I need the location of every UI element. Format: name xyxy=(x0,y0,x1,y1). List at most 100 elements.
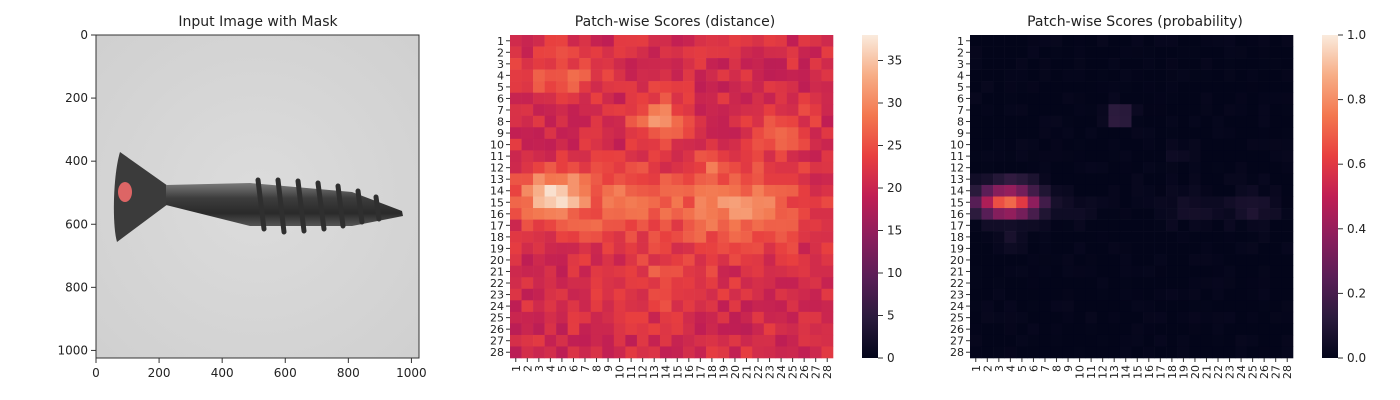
heatmap-cell xyxy=(1177,311,1190,324)
heatmap-cell xyxy=(729,161,742,174)
heatmap-cell xyxy=(636,242,649,255)
heatmap-cell xyxy=(809,104,822,117)
col-tick-label: 7 xyxy=(1039,365,1052,372)
heatmap-cell xyxy=(659,242,672,255)
heatmap-distance-col-labels: 1234567891011121314151617181920212223242… xyxy=(510,358,834,379)
heatmap-cell xyxy=(590,277,603,290)
heatmap-cell xyxy=(981,277,994,290)
heatmap-cell xyxy=(752,184,765,197)
heatmap-cell xyxy=(798,127,811,140)
heatmap-cell xyxy=(1189,173,1202,186)
heatmap-cell xyxy=(706,184,718,197)
heatmap-cell xyxy=(602,115,615,128)
heatmap-cell xyxy=(636,127,649,140)
heatmap-cell xyxy=(1200,311,1213,324)
heatmap-cell xyxy=(533,127,545,140)
heatmap-cell xyxy=(775,81,788,93)
heatmap-cell xyxy=(821,104,834,117)
heatmap-cell xyxy=(821,242,834,255)
heatmap-cell xyxy=(1200,196,1213,209)
heatmap-cell xyxy=(1154,334,1167,347)
heatmap-cell xyxy=(671,35,684,47)
heatmap-cell xyxy=(763,46,776,59)
heatmap-cell xyxy=(706,35,718,47)
heatmap-cell xyxy=(567,104,580,117)
heatmap-cell xyxy=(1039,173,1052,186)
heatmap-cell xyxy=(1131,288,1144,301)
heatmap-cell xyxy=(1096,184,1109,197)
heatmap-cell xyxy=(1085,104,1098,117)
heatmap-cell xyxy=(1108,150,1121,163)
col-tick-label: 26 xyxy=(798,365,811,379)
heatmap-cell xyxy=(821,46,834,59)
heatmap-cell xyxy=(763,69,776,82)
heatmap-cell xyxy=(729,288,742,301)
heatmap-cell xyxy=(590,58,603,70)
heatmap-cell xyxy=(1039,219,1052,232)
col-tick-label: 11 xyxy=(625,365,638,379)
heatmap-cell xyxy=(1166,161,1178,174)
heatmap-cell xyxy=(648,334,661,347)
heatmap-cell xyxy=(1096,92,1109,105)
heatmap-cell xyxy=(821,219,834,232)
heatmap-cell xyxy=(1131,219,1144,232)
heatmap-cell xyxy=(683,81,695,93)
heatmap-cell xyxy=(1143,334,1155,347)
heatmap-cell xyxy=(1269,196,1282,209)
heatmap-cell xyxy=(763,219,776,232)
heatmap-distance-row-labels: 1234567891011121314151617181920212223242… xyxy=(490,35,510,359)
heatmap-cell xyxy=(1246,231,1259,243)
heatmap-cell xyxy=(1143,265,1155,278)
col-tick-label: 11 xyxy=(1085,365,1098,379)
heatmap-cell xyxy=(636,300,649,313)
heatmap-cell xyxy=(1235,323,1248,336)
heatmap-cell xyxy=(636,334,649,347)
heatmap-cell xyxy=(740,92,753,105)
heatmap-cell xyxy=(556,104,568,117)
heatmap-cell xyxy=(1050,231,1063,243)
col-tick-label: 21 xyxy=(740,365,753,379)
heatmap-cell xyxy=(579,277,592,290)
heatmap-cell xyxy=(567,115,580,128)
heatmap-cell xyxy=(1108,196,1121,209)
heatmap-cell xyxy=(1073,35,1086,47)
heatmap-cell xyxy=(1258,219,1271,232)
heatmap-cell xyxy=(1154,219,1167,232)
heatmap-cell xyxy=(1281,138,1294,151)
heatmap-cell xyxy=(579,58,592,70)
heatmap-cell xyxy=(1050,323,1063,336)
heatmap-cell xyxy=(1189,58,1202,70)
heatmap-cell xyxy=(1004,115,1017,128)
heatmap-cell xyxy=(694,254,707,267)
heatmap-cell xyxy=(1143,150,1155,163)
heatmap-cell xyxy=(1200,300,1213,313)
heatmap-cell xyxy=(590,161,603,174)
heatmap-cell xyxy=(786,92,799,105)
heatmap-cell xyxy=(590,219,603,232)
heatmap-cell xyxy=(740,35,753,47)
heatmap-cell xyxy=(706,311,718,324)
heatmap-cell xyxy=(613,184,626,197)
heatmap-cell xyxy=(521,231,534,243)
heatmap-cell xyxy=(981,115,994,128)
col-tick-label: 28 xyxy=(1281,365,1294,379)
heatmap-cell xyxy=(1246,115,1259,128)
heatmap-cell xyxy=(544,46,557,59)
heatmap-cell xyxy=(579,334,592,347)
heatmap-cell xyxy=(602,173,615,186)
heatmap-cell xyxy=(659,104,672,117)
heatmap-cell xyxy=(740,208,753,220)
heatmap-cell xyxy=(1189,184,1202,197)
heatmap-cell xyxy=(1258,69,1271,82)
heatmap-cell xyxy=(993,115,1005,128)
heatmap-cell xyxy=(740,115,753,128)
heatmap-cell xyxy=(533,115,545,128)
heatmap-cell xyxy=(648,46,661,59)
heatmap-cell xyxy=(798,300,811,313)
heatmap-cell xyxy=(579,265,592,278)
heatmap-cell xyxy=(1166,288,1178,301)
heatmap-cell xyxy=(521,69,534,82)
heatmap-cell xyxy=(510,196,522,209)
heatmap-cell xyxy=(1235,58,1248,70)
heatmap-cell xyxy=(579,242,592,255)
